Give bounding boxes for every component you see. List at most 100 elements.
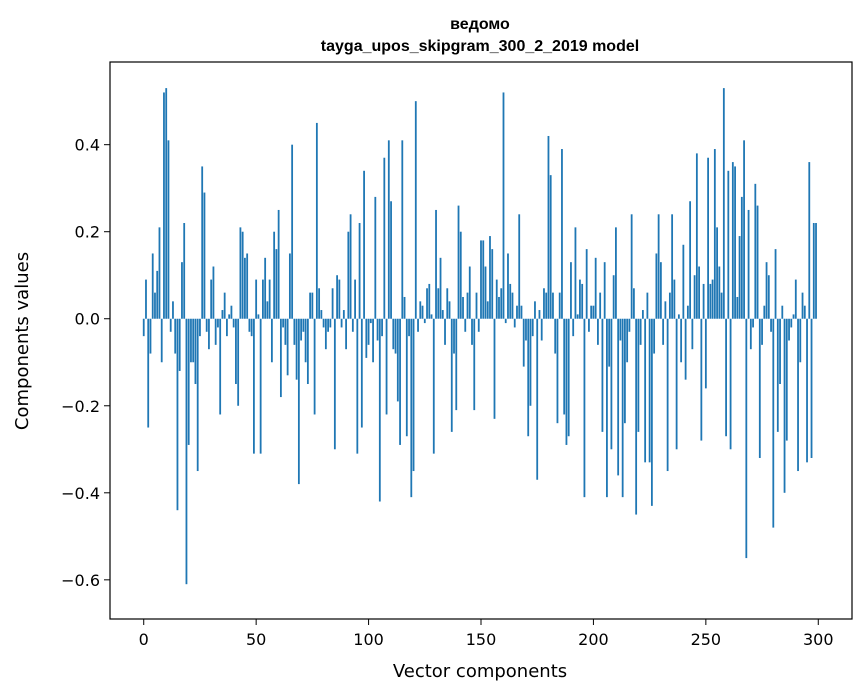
bar-200 xyxy=(592,305,595,319)
bar-140 xyxy=(457,205,460,319)
bar-40 xyxy=(232,318,235,328)
bar-128 xyxy=(430,314,433,319)
bar-205 xyxy=(603,262,606,319)
bar-220 xyxy=(637,318,640,432)
bar-20 xyxy=(187,318,190,445)
bar-89 xyxy=(342,310,345,319)
bar-7 xyxy=(158,227,161,319)
bar-179 xyxy=(545,292,548,319)
bar-0 xyxy=(142,318,145,337)
bar-81 xyxy=(324,318,327,350)
bar-107 xyxy=(383,157,386,319)
bar-97 xyxy=(360,318,363,428)
bar-1 xyxy=(145,279,147,319)
bar-287 xyxy=(788,318,790,341)
x-tick-label: 300 xyxy=(803,630,834,649)
bar-41 xyxy=(235,318,237,385)
bar-210 xyxy=(615,227,617,319)
bar-170 xyxy=(525,318,527,341)
bar-259 xyxy=(725,318,727,437)
bar-201 xyxy=(594,257,597,319)
bar-154 xyxy=(489,236,491,319)
bar-213 xyxy=(621,318,624,498)
bar-294 xyxy=(803,305,806,319)
bar-175 xyxy=(536,318,539,480)
bar-275 xyxy=(761,318,763,345)
bar-262 xyxy=(731,162,734,319)
bar-77 xyxy=(315,122,318,319)
y-tick-label: −0.2 xyxy=(61,397,100,416)
bar-69 xyxy=(297,318,300,485)
bar-111 xyxy=(392,318,395,350)
bar-158 xyxy=(498,296,500,319)
bar-72 xyxy=(304,318,307,363)
bar-184 xyxy=(556,318,559,424)
bar-137 xyxy=(450,318,453,432)
bar-17 xyxy=(181,262,183,319)
bar-106 xyxy=(381,318,383,337)
bar-266 xyxy=(740,196,743,319)
bar-67 xyxy=(293,318,296,345)
bar-176 xyxy=(538,310,541,319)
bar-167 xyxy=(518,214,521,319)
bar-127 xyxy=(428,283,431,319)
bar-269 xyxy=(747,209,750,319)
bar-15 xyxy=(176,318,179,511)
bar-90 xyxy=(345,318,347,350)
bar-29 xyxy=(208,318,210,350)
bar-132 xyxy=(439,257,442,319)
bar-27 xyxy=(203,192,206,319)
bar-166 xyxy=(516,305,518,319)
bar-51 xyxy=(257,314,260,319)
bar-297 xyxy=(810,318,813,458)
bar-105 xyxy=(378,318,381,502)
bar-249 xyxy=(702,283,705,319)
chart-subtitle: tayga_upos_skipgram_300_2_2019 model xyxy=(321,38,639,55)
bar-153 xyxy=(486,301,489,319)
bar-98 xyxy=(363,170,365,319)
bar-180 xyxy=(547,135,550,319)
bar-46 xyxy=(246,253,249,319)
bar-64 xyxy=(286,318,289,376)
bar-108 xyxy=(385,318,388,415)
y-axis-label: Components values xyxy=(12,252,33,430)
bar-209 xyxy=(612,275,615,319)
bar-272 xyxy=(754,183,757,319)
bar-292 xyxy=(799,318,802,363)
bar-226 xyxy=(650,318,653,506)
bar-26 xyxy=(201,166,204,319)
bar-245 xyxy=(693,275,696,319)
chart-title: ведомо xyxy=(450,16,510,33)
bar-88 xyxy=(340,318,343,328)
bar-119 xyxy=(410,318,413,498)
bar-71 xyxy=(302,318,305,332)
bar-21 xyxy=(190,318,192,363)
bar-66 xyxy=(291,144,294,319)
bar-299 xyxy=(815,223,817,319)
bar-202 xyxy=(597,318,599,345)
bar-96 xyxy=(358,223,361,319)
bar-60 xyxy=(277,209,280,319)
bar-293 xyxy=(801,292,804,319)
bar-34 xyxy=(219,318,222,415)
bar-100 xyxy=(367,318,370,345)
bar-117 xyxy=(405,318,408,437)
bar-47 xyxy=(248,318,251,332)
bar-87 xyxy=(338,279,341,319)
bar-84 xyxy=(331,288,334,319)
bar-112 xyxy=(394,318,397,354)
bar-228 xyxy=(655,253,658,319)
bar-273 xyxy=(756,205,759,319)
bar-110 xyxy=(390,201,392,319)
bar-171 xyxy=(527,318,530,437)
y-tick-label: 0.0 xyxy=(75,310,100,329)
bar-258 xyxy=(722,88,725,319)
bar-177 xyxy=(540,318,543,341)
bar-58 xyxy=(273,231,276,319)
bar-192 xyxy=(574,227,577,319)
bar-33 xyxy=(217,318,219,328)
bar-260 xyxy=(727,170,730,319)
bar-197 xyxy=(585,249,588,319)
bar-211 xyxy=(617,318,620,476)
bar-49 xyxy=(253,318,255,454)
